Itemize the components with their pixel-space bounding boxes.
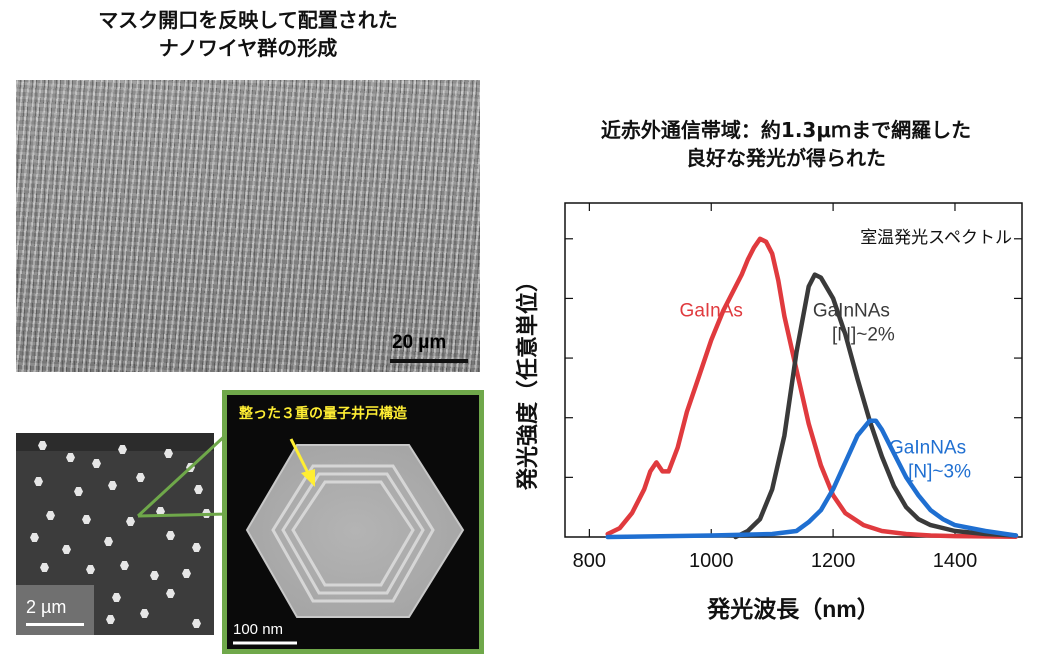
plot-frame xyxy=(564,202,1023,538)
nanowire-hexagon xyxy=(38,441,47,450)
left-title-line2: ナノワイヤ群の形成 xyxy=(158,36,338,60)
nanowire-hexagon xyxy=(108,481,117,490)
nanowire-hexagon xyxy=(104,537,113,546)
left-title: マスク開口を反映して配置された ナノワイヤ群の形成 xyxy=(16,6,480,62)
nanowire-hexagon xyxy=(194,485,203,494)
series-line-1 xyxy=(733,272,1019,540)
sem-top-view-image: 2 µm xyxy=(16,433,214,635)
nanowire-hexagon xyxy=(136,473,145,482)
right-title-line1: 近赤外通信帯域：約1.3μｍまで網羅した xyxy=(600,118,972,142)
series-label-2: GaInNAs [N]~3% xyxy=(889,438,971,483)
nanowire-hexagon xyxy=(66,453,75,462)
tem-cross-section-image: 整った３重の量子井戸構造 100 nm xyxy=(227,395,479,649)
series-label-0: GaInAs xyxy=(680,300,743,321)
sem-wide-scale-label: 20 µm xyxy=(392,332,447,353)
nanowire-hexagon xyxy=(40,563,49,572)
nanowire-hexagon xyxy=(140,609,149,618)
nanowire-hexagon xyxy=(156,507,165,516)
nanowire-hexagon xyxy=(86,565,95,574)
nanowire-hexagon xyxy=(120,561,129,570)
x-axis-label: 発光波長（nm） xyxy=(706,596,880,622)
nanowire-hexagon xyxy=(62,545,71,554)
series-label-1: GaInNAs [N]~2% xyxy=(813,300,895,345)
nanowire-hexagon xyxy=(164,449,173,458)
nanowire-hexagon xyxy=(112,593,121,602)
sem-top-scale-bar xyxy=(26,623,84,626)
series-line-2 xyxy=(605,418,1019,540)
nanowire-hexagon xyxy=(166,531,175,540)
nanowire-hexagon xyxy=(46,511,55,520)
nanowire-hexagon xyxy=(74,487,83,496)
series-label-line: GaInNAs xyxy=(889,438,966,459)
nanowire-hexagon xyxy=(150,571,159,580)
nanowire-hexagon xyxy=(82,515,91,524)
nanowire-hexagon xyxy=(118,445,127,454)
x-tick-label: 800 xyxy=(573,550,606,572)
x-tick-label: 1200 xyxy=(811,550,856,572)
left-title-line1: マスク開口を反映して配置された xyxy=(98,8,398,32)
series-label-line: [N]~3% xyxy=(908,462,971,483)
series-label-line: GaInAs xyxy=(680,300,743,321)
sem-top-scale-box: 2 µm xyxy=(16,585,94,635)
right-title-line2: 良好な発光が得られた xyxy=(686,146,886,170)
nanowire-hexagon xyxy=(182,569,191,578)
sem-top-scale-label: 2 µm xyxy=(26,597,67,617)
sem-wide-image: 20 µm xyxy=(16,80,480,372)
x-tick-label: 1400 xyxy=(933,550,978,572)
x-tick-label: 1000 xyxy=(689,550,734,572)
nanowire-hexagon xyxy=(106,615,115,624)
nanowire-hexagon xyxy=(126,517,135,526)
series-label-line: GaInNAs xyxy=(813,300,890,321)
nanowire-hexagon xyxy=(34,477,43,486)
series-line-0 xyxy=(605,236,1019,539)
tem-scale-label: 100 nm xyxy=(233,621,284,638)
nanowire-hexagon xyxy=(92,459,101,468)
nanowire-hexagon xyxy=(192,619,201,628)
quantum-well-annotation: 整った３重の量子井戸構造 xyxy=(239,406,407,422)
right-title: 近赤外通信帯域：約1.3μｍまで網羅した 良好な発光が得られた xyxy=(530,116,1042,172)
chart-annotation: 室温発光スペクトル xyxy=(860,228,1012,247)
hexagonal-nanowire-cross-section xyxy=(233,438,465,645)
nanowire-hexagon xyxy=(166,589,175,598)
sem-wide-scale-bar-line xyxy=(390,359,468,363)
series-label-line: [N]~2% xyxy=(832,324,895,345)
y-axis-label: 発光強度（任意単位） xyxy=(515,270,540,491)
nanowire-hexagon xyxy=(30,533,39,542)
nanowire-hexagon xyxy=(192,543,201,552)
